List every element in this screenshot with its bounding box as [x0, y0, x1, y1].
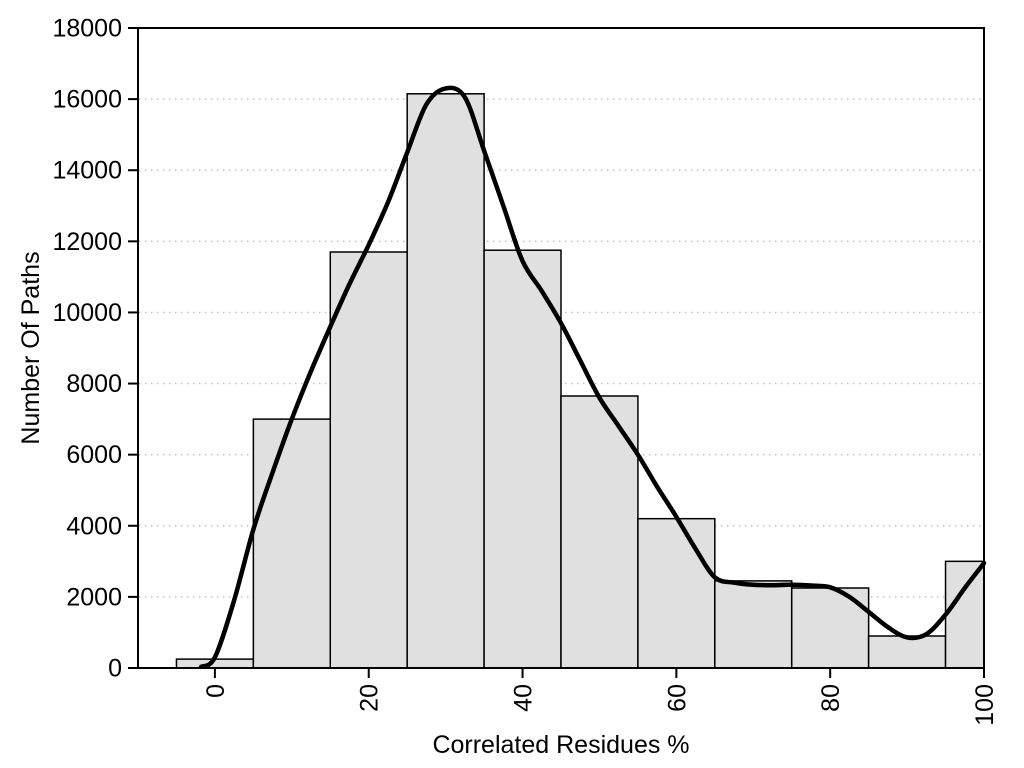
fit-curve: [198, 85, 987, 670]
x-tick-label: 80: [817, 684, 845, 712]
x-tick-label: 60: [663, 684, 691, 712]
y-axis-title: Number Of Paths: [17, 251, 45, 444]
y-tick-label: 2000: [66, 583, 122, 611]
y-tick-label: 12000: [52, 228, 122, 256]
y-tick-label: 14000: [52, 157, 122, 185]
histogram-bar: [637, 517, 716, 669]
x-axis-title: Correlated Residues %: [432, 731, 689, 759]
x-tick-label: 20: [356, 684, 384, 712]
y-tick-label: 18000: [52, 15, 122, 43]
y-tick-label: 6000: [66, 441, 122, 469]
y-tick-label: 4000: [66, 512, 122, 540]
y-tick-label: 10000: [52, 299, 122, 327]
histogram-bar: [714, 580, 793, 669]
histogram-bar: [944, 560, 985, 669]
histogram-bar: [483, 249, 562, 669]
histogram-bar: [560, 395, 639, 669]
y-tick-label: 0: [108, 655, 122, 683]
y-tick-label: 8000: [66, 370, 122, 398]
x-tick-label: 100: [971, 684, 999, 726]
histogram-bar: [867, 635, 947, 669]
histogram-bar: [252, 418, 332, 669]
y-tick-label: 16000: [52, 86, 122, 114]
plot-border: [137, 27, 985, 669]
histogram-bar: [406, 93, 485, 669]
x-tick-label: 40: [510, 684, 538, 712]
x-tick-label: 0: [202, 684, 230, 698]
histogram-bar: [329, 251, 408, 669]
